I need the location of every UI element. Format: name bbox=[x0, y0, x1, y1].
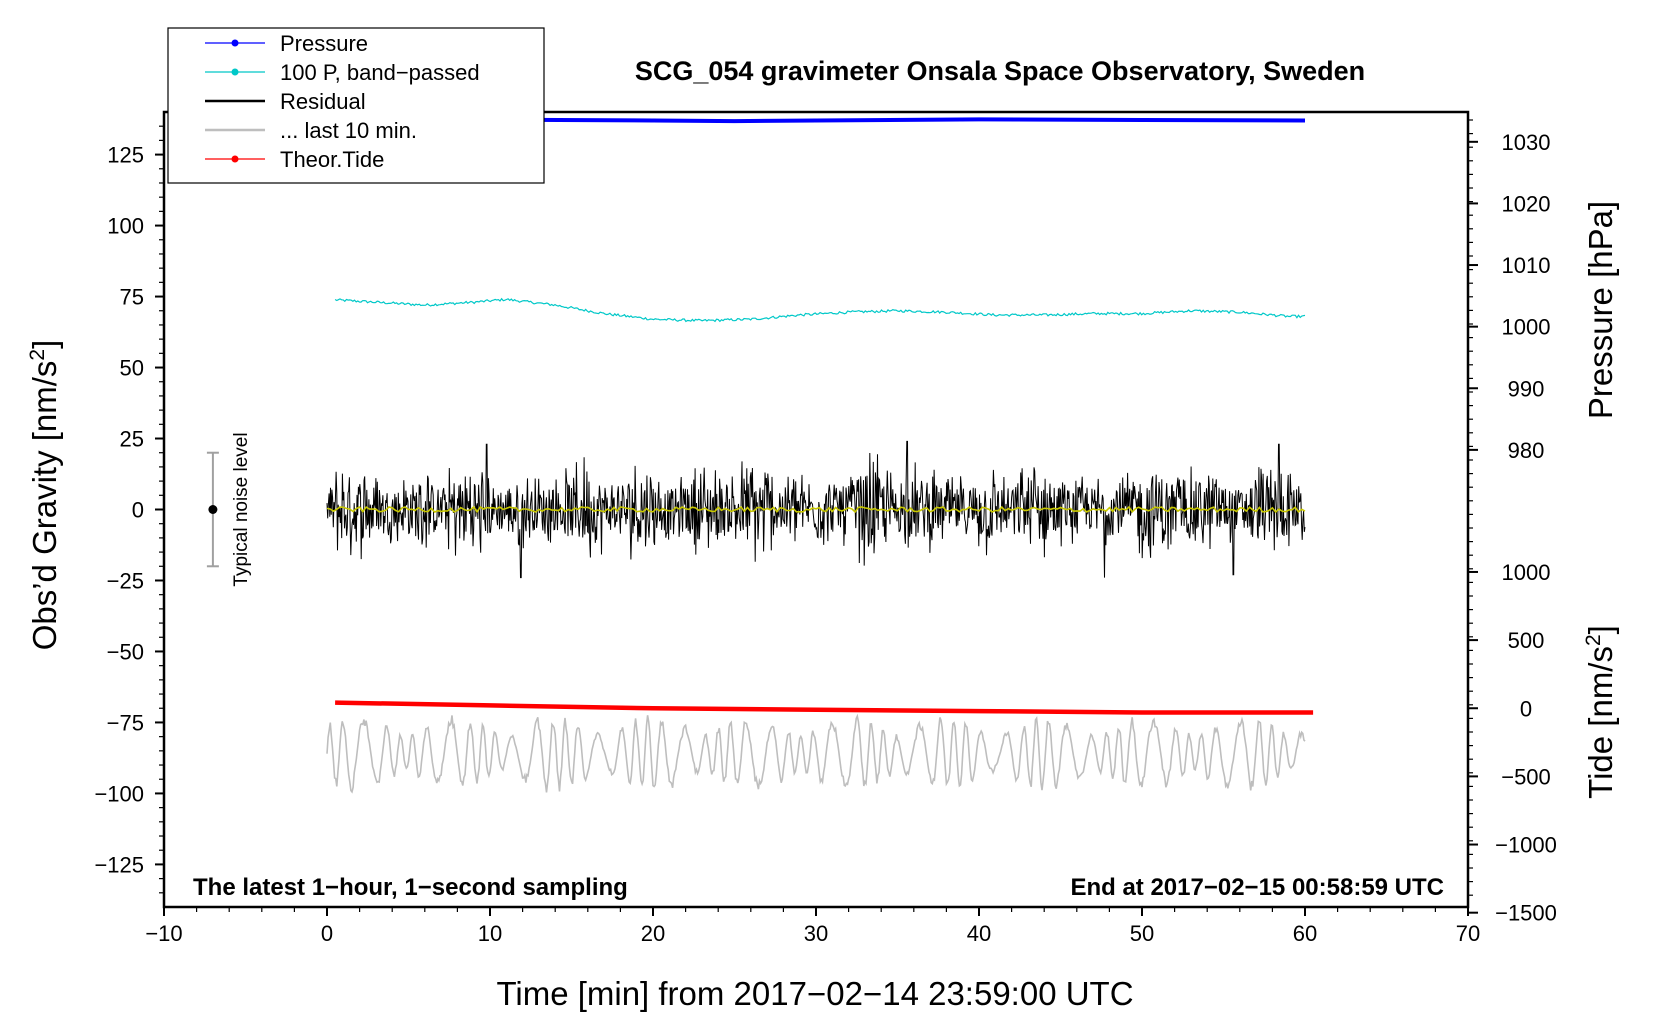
x-tick-label: 20 bbox=[641, 921, 665, 946]
annotation-end-time: End at 2017−02−15 00:58:59 UTC bbox=[1070, 874, 1444, 901]
y-tick-label: −25 bbox=[107, 568, 144, 593]
y-tick-label: 125 bbox=[107, 143, 144, 168]
legend-label: 100 P, band−passed bbox=[280, 60, 480, 85]
x-tick-label: 60 bbox=[1293, 921, 1317, 946]
y-axis-label-gravity-tail: ] bbox=[26, 340, 63, 349]
y-axis-label-tide-text: Tide [nm/s bbox=[1582, 646, 1619, 799]
y-tick-label: 25 bbox=[120, 427, 144, 452]
y-tick-label: −50 bbox=[107, 639, 144, 664]
series-pressure-bandpassed bbox=[334, 297, 1306, 323]
y-axis-label-gravity-text: Obs’d Gravity [nm/s bbox=[26, 361, 63, 651]
pressure-tick-label: 1020 bbox=[1502, 191, 1551, 216]
y-axis-label-tide-tail: ] bbox=[1582, 625, 1619, 634]
series-residual-smoothed bbox=[326, 505, 1306, 514]
x-tick-label: 30 bbox=[804, 921, 828, 946]
legend-box bbox=[167, 27, 545, 184]
legend-marker bbox=[231, 155, 239, 163]
x-tick-label: 10 bbox=[478, 921, 502, 946]
legend-marker bbox=[231, 39, 239, 47]
legend-marker bbox=[231, 68, 239, 76]
noise-bar-group: Typical noise level bbox=[206, 432, 252, 587]
noise-bar-center-dot bbox=[208, 505, 218, 514]
legend-label: Theor.Tide bbox=[280, 147, 384, 172]
series-theoretical-tide bbox=[335, 700, 1314, 715]
tide-tick-label: −500 bbox=[1501, 764, 1551, 789]
tide-tick-label: −1500 bbox=[1495, 901, 1557, 926]
x-tick-label: 50 bbox=[1130, 921, 1154, 946]
x-tick-label: 0 bbox=[321, 921, 333, 946]
y-tick-label: −75 bbox=[107, 710, 144, 735]
tide-tick-label: 1000 bbox=[1502, 560, 1551, 585]
legend: Pressure 100 P, band−passed Residual ... la… bbox=[167, 27, 545, 184]
y-axis-label-tide-sup: 2 bbox=[1582, 634, 1605, 646]
legend-label: ... last 10 min. bbox=[280, 118, 417, 143]
x-tick-label: 40 bbox=[967, 921, 991, 946]
legend-label: Pressure bbox=[280, 31, 368, 56]
y-axis-label-gravity: Obs’d Gravity [nm/s2] bbox=[26, 340, 63, 651]
x-tick-label: 70 bbox=[1456, 921, 1480, 946]
series-last-10-min bbox=[326, 713, 1306, 794]
legend-label: Residual bbox=[280, 89, 366, 114]
y-axis-label-pressure: Pressure [hPa] bbox=[1582, 201, 1619, 419]
pressure-tick-label: 1030 bbox=[1502, 130, 1551, 155]
y-tick-label: 75 bbox=[120, 285, 144, 310]
tide-tick-label: 500 bbox=[1508, 628, 1545, 653]
tide-tick-label: 0 bbox=[1520, 696, 1532, 721]
y-tick-label: 0 bbox=[132, 498, 144, 523]
x-axis-label: Time [min] from 2017−02−14 23:59:00 UTC bbox=[496, 975, 1133, 1012]
chart-title: SCG_054 gravimeter Onsala Space Observat… bbox=[635, 56, 1365, 86]
pressure-tick-label: 1000 bbox=[1502, 315, 1551, 340]
x-tick-label: −10 bbox=[145, 921, 182, 946]
noise-level-label: Typical noise level bbox=[231, 432, 252, 586]
ticks-group: −10 0 10 20 30 40 50 60 701251007550250−25−50−75… bbox=[94, 119, 1557, 946]
pressure-tick-label: 1010 bbox=[1502, 253, 1551, 278]
y-tick-label: −100 bbox=[94, 781, 144, 806]
y-tick-label: 100 bbox=[107, 214, 144, 239]
pressure-tick-label: 990 bbox=[1508, 376, 1545, 401]
y-axis-label-tide: Tide [nm/s2] bbox=[1582, 625, 1619, 799]
y-tick-label: −125 bbox=[94, 852, 144, 877]
annotation-sampling: The latest 1−hour, 1−second sampling bbox=[193, 874, 628, 901]
y-axis-label-gravity-sup: 2 bbox=[26, 349, 49, 361]
pressure-tick-label: 980 bbox=[1508, 438, 1545, 463]
tide-tick-label: −1000 bbox=[1495, 833, 1557, 858]
y-tick-label: 50 bbox=[120, 356, 144, 381]
series-residual bbox=[326, 440, 1306, 579]
